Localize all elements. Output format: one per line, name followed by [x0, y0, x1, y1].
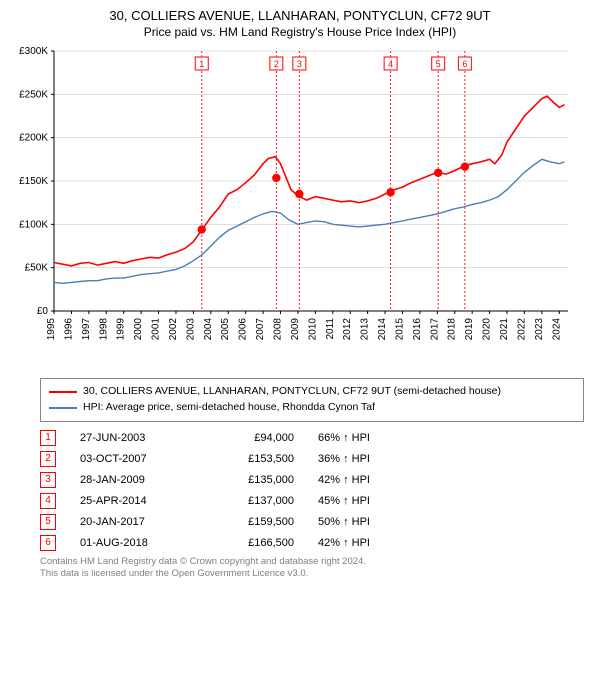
- svg-text:2002: 2002: [168, 318, 179, 341]
- transaction-price: £135,000: [214, 474, 294, 486]
- transaction-pct: 42% ↑ HPI: [318, 537, 418, 549]
- svg-text:1: 1: [199, 59, 204, 69]
- svg-text:3: 3: [297, 59, 302, 69]
- transaction-price: £153,500: [214, 453, 294, 465]
- transaction-number-box: 5: [40, 514, 56, 530]
- svg-text:5: 5: [436, 59, 441, 69]
- transaction-row: 4 25-APR-2014 £137,000 45% ↑ HPI: [40, 493, 588, 509]
- legend-label: 30, COLLIERS AVENUE, LLANHARAN, PONTYCLU…: [83, 384, 501, 400]
- svg-text:£100K: £100K: [19, 219, 48, 230]
- svg-text:6: 6: [462, 59, 467, 69]
- transaction-row: 2 03-OCT-2007 £153,500 36% ↑ HPI: [40, 451, 588, 467]
- transaction-pct: 50% ↑ HPI: [318, 516, 418, 528]
- svg-text:4: 4: [388, 59, 393, 69]
- transaction-date: 25-APR-2014: [80, 495, 190, 507]
- svg-text:2013: 2013: [360, 318, 371, 341]
- svg-text:2: 2: [274, 59, 279, 69]
- transaction-row: 5 20-JAN-2017 £159,500 50% ↑ HPI: [40, 514, 588, 530]
- footer-attribution: Contains HM Land Registry data © Crown c…: [40, 556, 588, 582]
- svg-text:2022: 2022: [516, 318, 527, 341]
- footer-line-1: Contains HM Land Registry data © Crown c…: [40, 556, 588, 569]
- svg-text:£200K: £200K: [19, 133, 48, 144]
- svg-text:1995: 1995: [46, 318, 57, 341]
- svg-text:2023: 2023: [534, 318, 545, 341]
- svg-text:2014: 2014: [377, 318, 388, 341]
- transaction-number-box: 2: [40, 451, 56, 467]
- svg-text:2019: 2019: [464, 318, 475, 341]
- svg-text:2003: 2003: [185, 318, 196, 341]
- svg-text:2009: 2009: [290, 318, 301, 341]
- transaction-number-box: 4: [40, 493, 56, 509]
- svg-text:2001: 2001: [151, 318, 162, 341]
- svg-text:£0: £0: [37, 306, 49, 317]
- legend-swatch: [49, 391, 77, 393]
- transaction-date: 27-JUN-2003: [80, 432, 190, 444]
- transaction-pct: 36% ↑ HPI: [318, 453, 418, 465]
- svg-text:2004: 2004: [203, 318, 214, 341]
- svg-text:1998: 1998: [98, 318, 109, 341]
- svg-text:£150K: £150K: [19, 176, 48, 187]
- svg-text:2006: 2006: [238, 318, 249, 341]
- transaction-number-box: 6: [40, 535, 56, 551]
- transaction-date: 20-JAN-2017: [80, 516, 190, 528]
- svg-text:£250K: £250K: [19, 89, 48, 100]
- transaction-number-box: 3: [40, 472, 56, 488]
- chart-title: 30, COLLIERS AVENUE, LLANHARAN, PONTYCLU…: [12, 8, 588, 23]
- svg-text:£50K: £50K: [25, 263, 49, 274]
- svg-text:2016: 2016: [412, 318, 423, 341]
- svg-text:2005: 2005: [220, 318, 231, 341]
- transaction-pct: 42% ↑ HPI: [318, 474, 418, 486]
- transaction-date: 28-JAN-2009: [80, 474, 190, 486]
- transaction-pct: 66% ↑ HPI: [318, 432, 418, 444]
- legend-swatch: [49, 407, 77, 409]
- transaction-date: 01-AUG-2018: [80, 537, 190, 549]
- svg-text:2000: 2000: [133, 318, 144, 341]
- svg-text:2011: 2011: [325, 318, 336, 340]
- transaction-price: £166,500: [214, 537, 294, 549]
- chart: £0 £50K £100K £150K £200K £250K £300K 1995 1996 1…: [12, 45, 588, 370]
- svg-text:2020: 2020: [482, 318, 493, 341]
- legend-label: HPI: Average price, semi-detached house,…: [83, 400, 375, 416]
- transaction-pct: 45% ↑ HPI: [318, 495, 418, 507]
- legend: 30, COLLIERS AVENUE, LLANHARAN, PONTYCLU…: [40, 378, 584, 422]
- svg-text:2010: 2010: [307, 318, 318, 341]
- svg-text:2018: 2018: [447, 318, 458, 341]
- transaction-row: 6 01-AUG-2018 £166,500 42% ↑ HPI: [40, 535, 588, 551]
- svg-text:2021: 2021: [499, 318, 510, 341]
- transaction-price: £94,000: [214, 432, 294, 444]
- svg-text:2012: 2012: [342, 318, 353, 341]
- transaction-row: 3 28-JAN-2009 £135,000 42% ↑ HPI: [40, 472, 588, 488]
- svg-text:2008: 2008: [273, 318, 284, 341]
- svg-text:2007: 2007: [255, 318, 266, 341]
- svg-text:2015: 2015: [394, 318, 405, 341]
- chart-subtitle: Price paid vs. HM Land Registry's House …: [12, 25, 588, 39]
- footer-line-2: This data is licensed under the Open Gov…: [40, 568, 588, 581]
- transactions-table: 1 27-JUN-2003 £94,000 66% ↑ HPI 2 03-OCT-2007…: [40, 430, 588, 551]
- transaction-number-box: 1: [40, 430, 56, 446]
- svg-text:1996: 1996: [63, 318, 74, 341]
- svg-text:1997: 1997: [81, 318, 92, 341]
- container: 30, COLLIERS AVENUE, LLANHARAN, PONTYCLU…: [0, 0, 600, 593]
- svg-text:£300K: £300K: [19, 46, 48, 57]
- transaction-date: 03-OCT-2007: [80, 453, 190, 465]
- svg-text:1999: 1999: [116, 318, 127, 341]
- svg-text:2024: 2024: [551, 318, 562, 341]
- legend-item: 30, COLLIERS AVENUE, LLANHARAN, PONTYCLU…: [49, 384, 575, 400]
- line-chart-svg: £0 £50K £100K £150K £200K £250K £300K 1995 1996 1…: [12, 45, 572, 365]
- transaction-price: £159,500: [214, 516, 294, 528]
- svg-text:2017: 2017: [429, 318, 440, 341]
- legend-item: HPI: Average price, semi-detached house,…: [49, 400, 575, 416]
- transaction-row: 1 27-JUN-2003 £94,000 66% ↑ HPI: [40, 430, 588, 446]
- transaction-price: £137,000: [214, 495, 294, 507]
